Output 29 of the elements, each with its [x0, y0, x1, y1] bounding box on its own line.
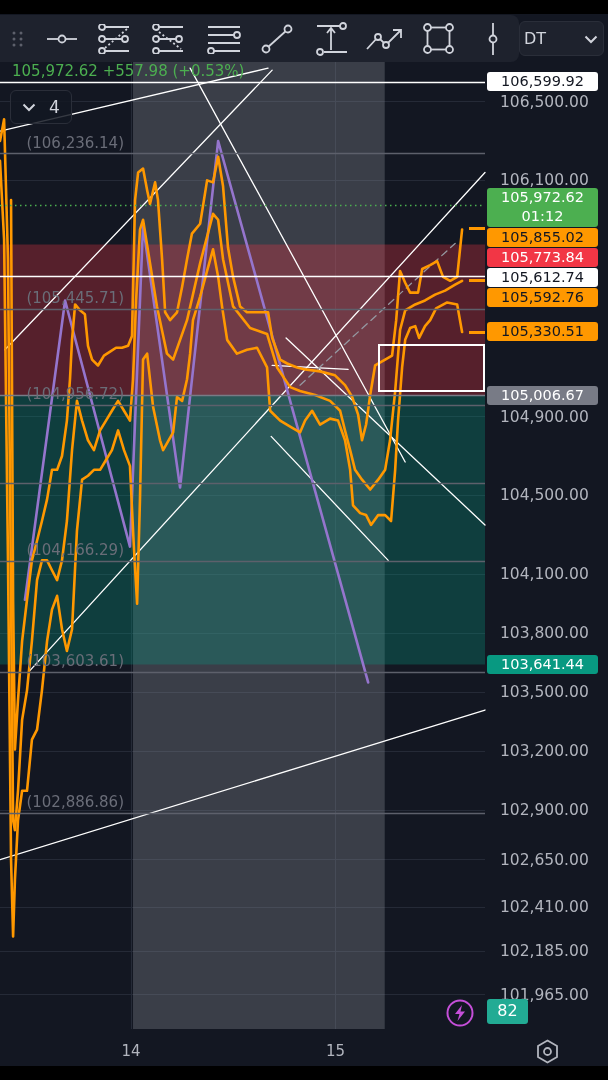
collapse-button: 4 [10, 90, 72, 124]
y-tick-label: 103,800.00 [500, 624, 589, 643]
y-tick-label: 106,100.00 [500, 171, 589, 190]
ref-line-label: 106,599.92 [487, 72, 598, 92]
y-tick-label: 102,185.00 [500, 942, 589, 961]
ref-line-label: 105,612.74 [487, 267, 598, 287]
ref-line-label: 105,855.02 [487, 227, 598, 247]
y-tick-label: 103,500.00 [500, 683, 589, 702]
ref-line-label: 105,592.76 [487, 287, 598, 307]
ref-line-label: 105,006.67 [487, 386, 598, 406]
x-tick-label: 14 [121, 1041, 141, 1060]
dropdown: DT [519, 21, 604, 56]
ref-line-label: 105,330.51 [487, 322, 598, 342]
y-tick-label: 106,500.00 [500, 92, 589, 111]
y-tick-label: 104,900.00 [500, 407, 589, 426]
annotation: (102,886.86) [26, 793, 124, 812]
y-tick-label: 104,100.00 [500, 565, 589, 584]
ref-line-label: 105,972.62 01:12 [487, 187, 598, 227]
annotation: 4 [49, 96, 60, 118]
x-tick-label: 15 [326, 1041, 346, 1060]
y-tick-label: 104,500.00 [500, 486, 589, 505]
y-tick-label: 102,410.00 [500, 897, 589, 916]
y-tick-label: 103,200.00 [500, 742, 589, 761]
y-tick-label: 102,900.00 [500, 801, 589, 820]
y-tick-label: 102,650.00 [500, 850, 589, 869]
badge: 82 [487, 999, 528, 1024]
annotation: (106,236.14) [26, 133, 124, 152]
band-label: 103,641.44 [487, 654, 598, 674]
band-label: 105,773.84 [487, 247, 598, 267]
